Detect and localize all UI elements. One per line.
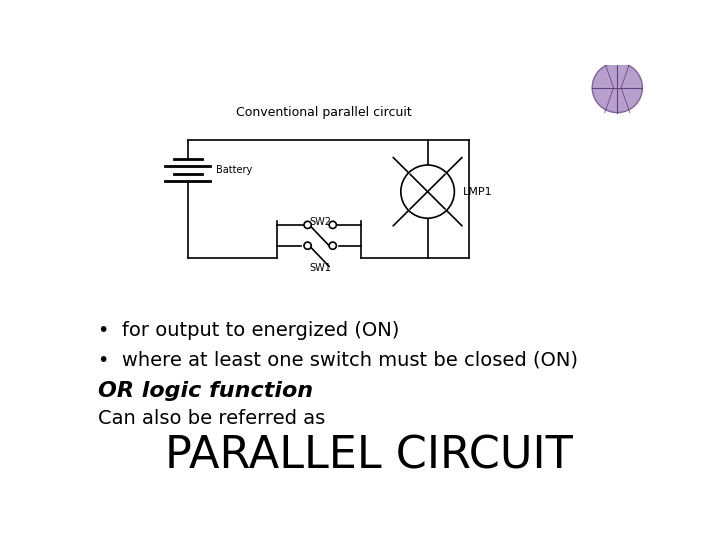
Ellipse shape	[329, 242, 336, 249]
Text: Battery: Battery	[215, 165, 252, 175]
Ellipse shape	[329, 221, 336, 228]
Ellipse shape	[401, 165, 454, 218]
Text: LMP1: LMP1	[463, 187, 492, 197]
Text: •  where at least one switch must be closed (ON): • where at least one switch must be clos…	[99, 350, 578, 369]
Text: PARALLEL CIRCUIT: PARALLEL CIRCUIT	[165, 434, 573, 477]
Text: SW1: SW1	[309, 262, 331, 273]
Text: •  for output to energized (ON): • for output to energized (ON)	[99, 321, 400, 340]
Text: OR logic function: OR logic function	[99, 381, 313, 401]
Text: SW2: SW2	[309, 217, 331, 227]
Ellipse shape	[304, 221, 311, 228]
Ellipse shape	[304, 242, 311, 249]
Text: Conventional parallel circuit: Conventional parallel circuit	[236, 106, 413, 119]
Ellipse shape	[592, 63, 642, 113]
Text: Can also be referred as: Can also be referred as	[99, 409, 325, 428]
